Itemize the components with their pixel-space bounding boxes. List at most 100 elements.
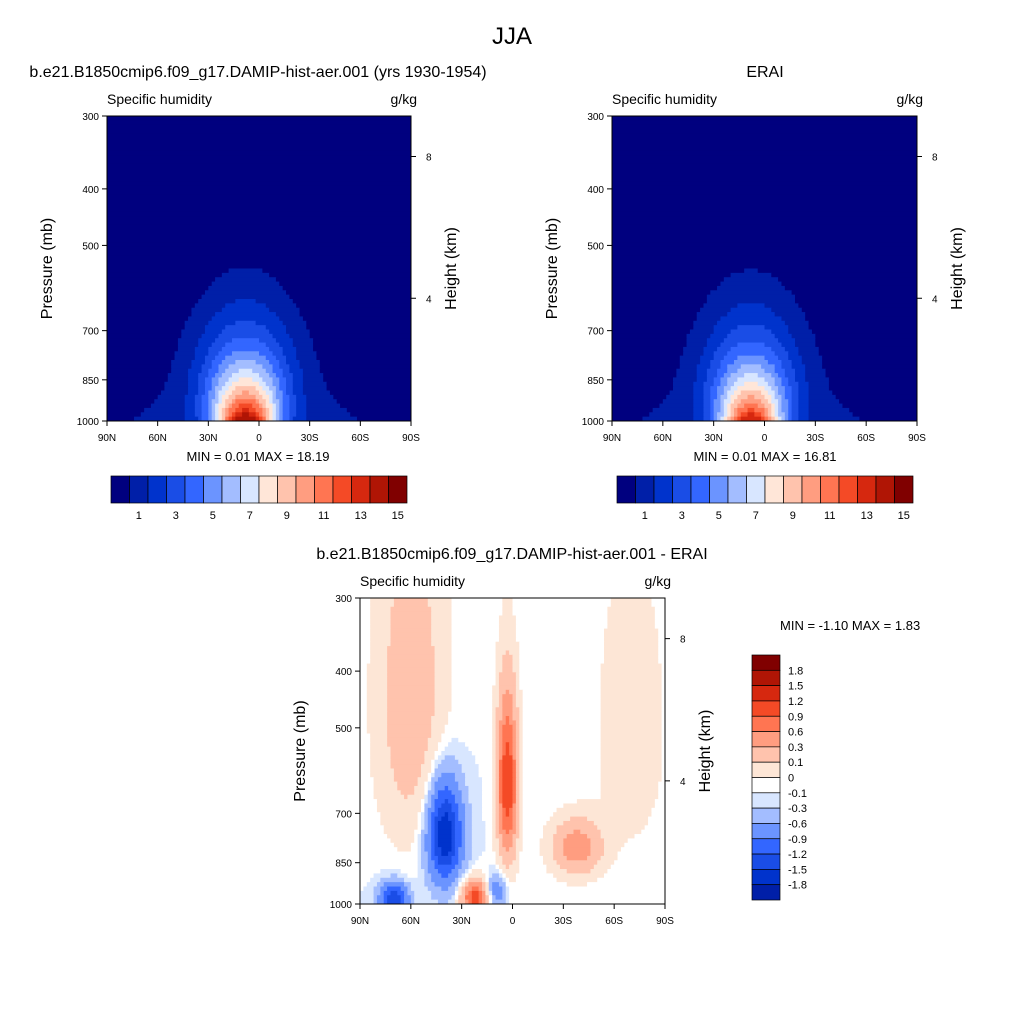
contour-cell [286,386,294,392]
contour-cell [607,869,665,874]
contour-cell [703,381,715,387]
contour-cell [107,281,213,287]
contour-cell [502,816,514,822]
contour-cell [421,803,425,809]
contour-cell [512,777,517,783]
contour-cell [679,364,698,370]
contour-cell [107,203,411,209]
contour-cell [730,403,738,409]
contour-cell [710,290,793,296]
contour-cell [658,641,665,647]
contour-cell [461,768,480,774]
y-tick-label: 500 [82,241,99,252]
contour-cell [798,381,810,387]
contour-cell [515,799,520,805]
contour-cell [107,407,145,413]
contour-cell [795,377,806,383]
contour-cell [654,803,665,809]
contour-cell [612,133,917,139]
contour-cell [360,615,371,621]
contour-cell [515,777,520,783]
contour-cell [673,386,694,392]
contour-cell [492,702,500,708]
contour-cell [434,681,453,687]
contour-cell [710,386,718,392]
contour-cell [366,698,388,704]
contour-cell [360,685,368,691]
contour-cell [498,729,503,735]
contour-cell [788,407,793,413]
contour-cell [600,720,663,726]
contour-cell [737,412,742,418]
contour-cell [221,346,270,352]
contour-cell [434,685,453,691]
contour-cell [360,781,375,787]
contour-cell [791,390,799,396]
contour-cell [492,847,500,853]
y-axis-right-label: Height (km) [443,227,460,310]
contour-cell [171,360,193,365]
contour-cell [107,238,411,243]
contour-cell [612,229,917,235]
y-tick-label: 300 [335,594,352,605]
contour-cell [400,895,405,901]
contour-cell [427,799,432,805]
contour-cell [556,825,598,831]
contour-cell [778,277,917,283]
contour-cell [393,598,429,603]
contour-cell [515,790,520,796]
contour-cell [218,377,230,383]
contour-cell [272,412,277,418]
contour-cell [495,829,500,835]
contour-cell [624,842,665,848]
contour-cell [808,416,860,421]
contour-cell [612,346,684,352]
contour-cell [669,390,694,396]
colorbar-label: 1 [136,510,142,522]
contour-cell [107,155,411,161]
contour-cell [556,829,575,835]
contour-cell [515,847,524,853]
contour-cell [262,377,274,383]
contour-cell [747,412,755,418]
contour-cell [658,654,665,660]
contour-cell [713,407,722,413]
contour-cell [805,312,917,318]
contour-cell [519,834,524,840]
contour-cell [727,403,732,409]
contour-cell [593,820,649,826]
contour-cell [471,895,480,901]
contour-cell [764,394,772,400]
contour-cell [686,342,708,348]
contour-cell [194,412,203,418]
contour-cell [465,742,493,748]
colorbar-label: 9 [790,510,796,522]
contour-cell [231,381,260,387]
contour-cell [488,882,493,888]
contour-cell [798,403,810,409]
contour-cell [658,794,665,800]
contour-cell [265,390,274,396]
contour-cell [272,364,280,370]
contour-cell [509,689,517,695]
contour-cell [387,886,402,892]
contour-cell [360,799,378,805]
contour-cell [421,851,429,857]
contour-cell [360,672,368,678]
colorbar-swatch [295,475,315,504]
contour-cell [492,772,497,778]
contour-cell [376,899,385,904]
contour-cell [509,746,514,752]
contour-cell [703,403,711,409]
contour-cell [437,838,453,844]
contour-cell [259,373,270,379]
contour-cell [360,689,368,695]
contour-cell [607,619,656,625]
colorbar-label: 7 [247,510,253,522]
contour-cell [272,407,277,413]
contour-cell [451,646,497,652]
contour-cell [580,829,602,835]
contour-cell [727,368,738,374]
contour-cell [778,399,783,405]
colorbar-swatch [388,475,408,504]
